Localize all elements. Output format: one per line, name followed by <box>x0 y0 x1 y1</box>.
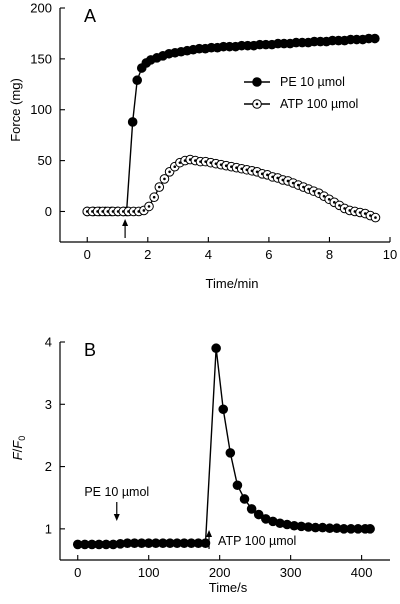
panel-b-series-0-line <box>77 348 371 546</box>
panel-b-y-tick-label: 2 <box>45 459 52 474</box>
panel-b-label: B <box>84 340 96 360</box>
panel-b-y-tick-label: 3 <box>45 397 52 412</box>
panel-a-x-tick-label: 10 <box>383 247 397 262</box>
panel-b-y-tick-label: 1 <box>45 521 52 536</box>
panel-a-series <box>82 33 381 223</box>
panel-a-x-tick-label: 8 <box>326 247 333 262</box>
panel-a-y-tick-label: 100 <box>30 102 52 117</box>
panel-a-series-1-point-dot <box>322 194 326 198</box>
panel-b-x-tick-label: 300 <box>280 565 302 580</box>
panel-b-ylabel: F/F0 <box>10 436 27 461</box>
panel-a-y-tick-label: 0 <box>45 204 52 219</box>
panel-b-x-tick-label: 0 <box>74 565 81 580</box>
panel-a-series-1-point-dot <box>338 204 341 207</box>
panel-a-y-tick-label: 200 <box>30 1 52 16</box>
panel-b-annotations: PE 10 µmol ATP 100 µmol <box>84 485 296 549</box>
panel-a-x-tick-label: 0 <box>84 247 91 262</box>
panel-a-xlabel: Time/min <box>206 276 259 291</box>
panel-b-ylabel-f: F <box>10 451 25 460</box>
panel-b-x-tick-label: 400 <box>351 565 373 580</box>
panel-a-axes: 0 50 100 150 200 0 2 4 6 8 10 <box>30 1 397 263</box>
legend-marker-atp-dot <box>255 102 259 106</box>
panel-b-series-0-point <box>218 404 229 415</box>
panel-a-series-1-point-dot <box>332 201 336 204</box>
panel-a-series-1-point-dot <box>147 205 151 208</box>
panel-b-ylabel-f0: F <box>10 440 25 449</box>
panel-b-series-0-point <box>225 448 236 458</box>
panel-b-annotation-atp-arrow-head <box>206 530 213 537</box>
panel-a-y-tick-label: 50 <box>38 153 52 168</box>
panel-a-series-1-point-dot <box>158 185 161 189</box>
panel-a-series-0-point <box>370 33 380 44</box>
panel-b-x-tick-label: 200 <box>209 565 231 580</box>
panel-b-series-0-point <box>211 343 221 354</box>
legend-label-atp: ATP 100 µmol <box>280 97 358 111</box>
panel-b-axes: 1 2 3 4 0 100 200 300 400 <box>45 335 390 580</box>
panel-a-legend: PE 10 µmol ATP 100 µmol <box>244 75 358 111</box>
panel-b-annotation-atp-label: ATP 100 µmol <box>218 534 296 548</box>
panel-b-series-0-point <box>239 494 250 504</box>
panel-b-annotation-pe-label: PE 10 µmol <box>84 485 149 499</box>
panel-a-series-1-point-dot <box>327 197 331 201</box>
panel-a-series-1-point-dot <box>374 216 377 219</box>
panel-a-series-0-point <box>132 75 143 86</box>
panel-a-series-0-point <box>127 117 138 127</box>
panel-a-annotations <box>122 219 129 238</box>
panel-a-series-1-point-dot <box>317 191 321 195</box>
panel-a-series-1-point-dot <box>168 170 171 174</box>
panel-a-ylabel: Force (mg) <box>8 78 23 142</box>
panel-a-series-1-point-dot <box>173 165 177 169</box>
panel-a-x-tick-label: 4 <box>205 247 212 262</box>
legend-label-pe: PE 10 µmol <box>280 75 345 89</box>
panel-a-label: A <box>84 6 96 26</box>
panel-a-x-tick-label: 6 <box>265 247 272 262</box>
panel-a-series-1-point-dot <box>142 209 146 212</box>
panel-b-ylabel-slash: / <box>10 448 25 452</box>
panel-b-xlabel: Time/s <box>209 580 248 595</box>
panel-b-series-0-point <box>232 480 243 491</box>
panel-a-y-tick-label: 150 <box>30 51 52 66</box>
panel-a-x-tick-label: 2 <box>144 247 151 262</box>
panel-b-x-tick-label: 100 <box>138 565 160 580</box>
panel-b-series-0-point <box>246 504 257 514</box>
panel-a-series-1-point-dot <box>152 195 156 199</box>
panel-b-ylabel-subscript: 0 <box>17 436 27 441</box>
panel-b-series <box>72 343 375 550</box>
panel-a-series-1-point-dot <box>163 177 166 181</box>
panel-b-y-tick-label: 4 <box>45 335 52 350</box>
panel-b-series-0-point <box>365 524 375 534</box>
panel-a-arrow-head <box>122 219 129 226</box>
panel-b-annotation-pe-arrow-head <box>113 514 120 521</box>
panel-a: A Force (mg) Time/min 0 50 100 150 200 0 2 4 6 8 1… <box>8 1 397 292</box>
panel-b-series-0-point <box>200 538 211 548</box>
panel-b-series-0-point <box>253 509 264 520</box>
